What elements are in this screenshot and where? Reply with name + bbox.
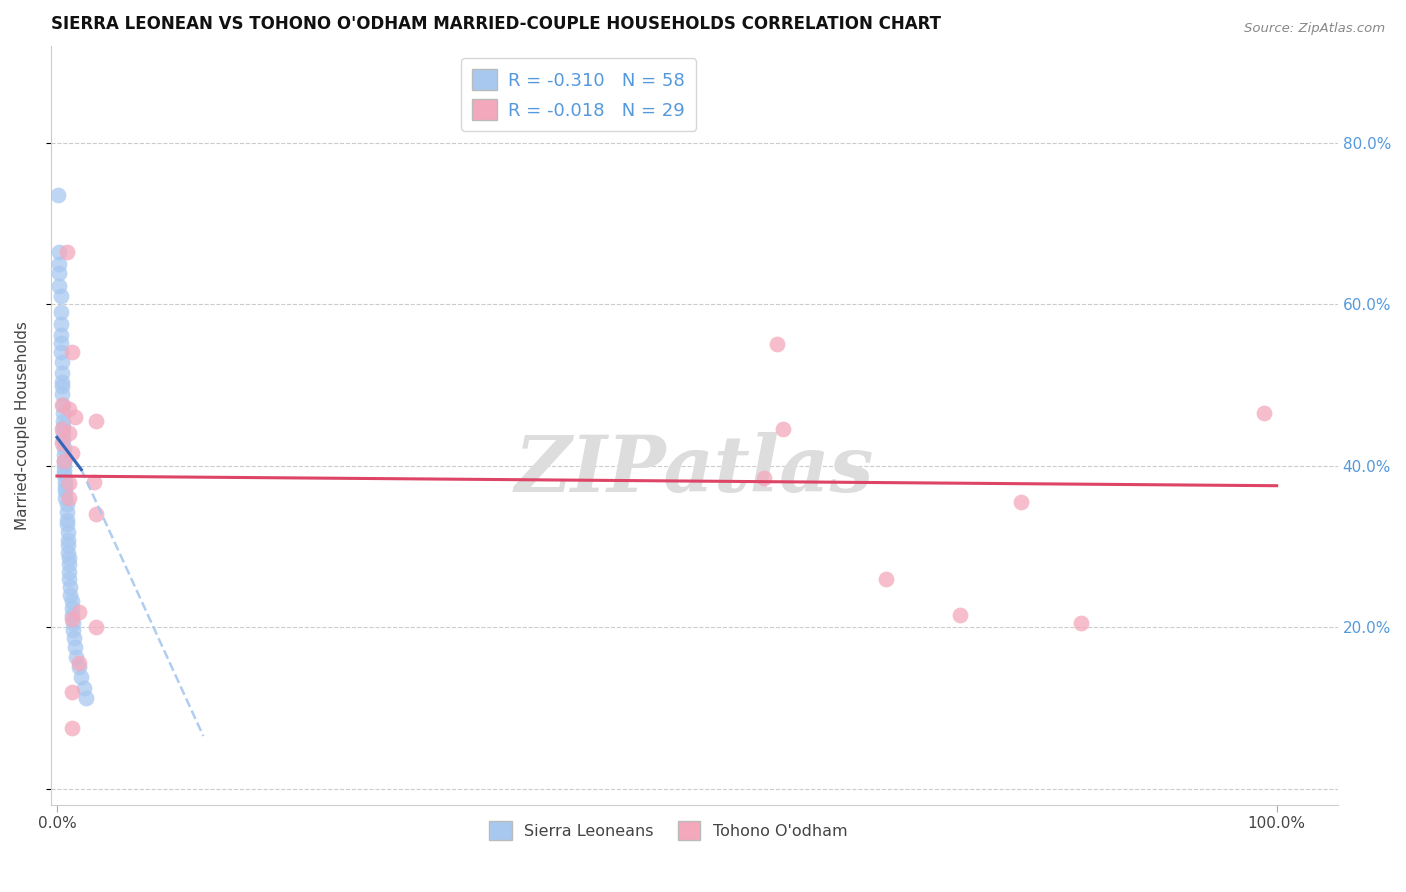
Point bbox=[67, 657, 90, 671]
Point bbox=[53, 454, 76, 468]
Text: ZIPatlas: ZIPatlas bbox=[515, 433, 875, 509]
Point bbox=[60, 607, 83, 622]
Point bbox=[53, 448, 76, 462]
Point bbox=[55, 475, 77, 489]
Point bbox=[60, 612, 83, 626]
Point bbox=[55, 491, 77, 505]
Point bbox=[65, 410, 87, 425]
Point bbox=[60, 446, 83, 460]
Point bbox=[46, 188, 69, 202]
Point bbox=[55, 244, 77, 259]
Point bbox=[48, 279, 70, 293]
Point bbox=[65, 649, 87, 664]
Point bbox=[58, 572, 80, 586]
Point bbox=[1010, 495, 1032, 509]
Point bbox=[84, 414, 107, 428]
Point bbox=[60, 684, 83, 698]
Point bbox=[55, 480, 77, 494]
Point bbox=[55, 513, 77, 527]
Point bbox=[49, 305, 72, 319]
Point bbox=[53, 464, 76, 478]
Point bbox=[49, 327, 72, 342]
Point bbox=[65, 640, 87, 655]
Point bbox=[53, 454, 76, 468]
Point bbox=[59, 588, 82, 602]
Point bbox=[48, 244, 70, 259]
Point bbox=[56, 546, 79, 560]
Point bbox=[56, 533, 79, 547]
Point bbox=[52, 426, 75, 441]
Point bbox=[51, 398, 73, 412]
Point bbox=[1253, 406, 1275, 420]
Point bbox=[60, 345, 83, 359]
Point bbox=[51, 436, 73, 450]
Point bbox=[58, 476, 80, 491]
Point bbox=[58, 491, 80, 505]
Point bbox=[948, 607, 970, 622]
Point bbox=[52, 419, 75, 434]
Point bbox=[59, 580, 82, 594]
Y-axis label: Married-couple Households: Married-couple Households bbox=[15, 321, 30, 530]
Point bbox=[48, 257, 70, 271]
Point bbox=[60, 594, 83, 608]
Point bbox=[58, 557, 80, 571]
Point bbox=[52, 398, 75, 412]
Point bbox=[67, 660, 90, 674]
Point bbox=[53, 468, 76, 483]
Point bbox=[62, 624, 84, 638]
Point bbox=[875, 572, 897, 586]
Point bbox=[51, 375, 73, 389]
Point bbox=[52, 406, 75, 420]
Text: Source: ZipAtlas.com: Source: ZipAtlas.com bbox=[1244, 22, 1385, 36]
Point bbox=[52, 414, 75, 428]
Point bbox=[60, 721, 83, 735]
Point bbox=[55, 517, 77, 532]
Point bbox=[55, 504, 77, 518]
Point bbox=[58, 565, 80, 579]
Point bbox=[55, 497, 77, 511]
Point bbox=[56, 538, 79, 552]
Point bbox=[58, 402, 80, 417]
Point bbox=[49, 289, 72, 303]
Point bbox=[772, 422, 794, 436]
Point bbox=[48, 266, 70, 280]
Point bbox=[49, 335, 72, 350]
Point bbox=[63, 632, 86, 646]
Point bbox=[53, 441, 76, 455]
Point bbox=[55, 484, 77, 499]
Point bbox=[49, 345, 72, 359]
Point bbox=[765, 337, 787, 351]
Point bbox=[56, 524, 79, 539]
Point bbox=[84, 507, 107, 521]
Point bbox=[83, 475, 105, 489]
Legend: Sierra Leoneans, Tohono O'odham: Sierra Leoneans, Tohono O'odham bbox=[482, 814, 853, 846]
Point bbox=[51, 355, 73, 369]
Point bbox=[62, 615, 84, 630]
Point bbox=[75, 691, 97, 706]
Point bbox=[58, 426, 80, 441]
Point bbox=[58, 551, 80, 566]
Point bbox=[84, 620, 107, 634]
Point bbox=[52, 433, 75, 447]
Point bbox=[51, 422, 73, 436]
Point bbox=[1070, 615, 1092, 630]
Point bbox=[60, 600, 83, 615]
Point bbox=[49, 317, 72, 331]
Point bbox=[51, 366, 73, 380]
Point bbox=[53, 458, 76, 473]
Point bbox=[754, 470, 776, 484]
Point bbox=[51, 387, 73, 401]
Text: SIERRA LEONEAN VS TOHONO O'ODHAM MARRIED-COUPLE HOUSEHOLDS CORRELATION CHART: SIERRA LEONEAN VS TOHONO O'ODHAM MARRIED… bbox=[51, 15, 941, 33]
Point bbox=[51, 379, 73, 393]
Point bbox=[73, 681, 96, 695]
Point bbox=[67, 606, 90, 620]
Point bbox=[70, 670, 93, 684]
